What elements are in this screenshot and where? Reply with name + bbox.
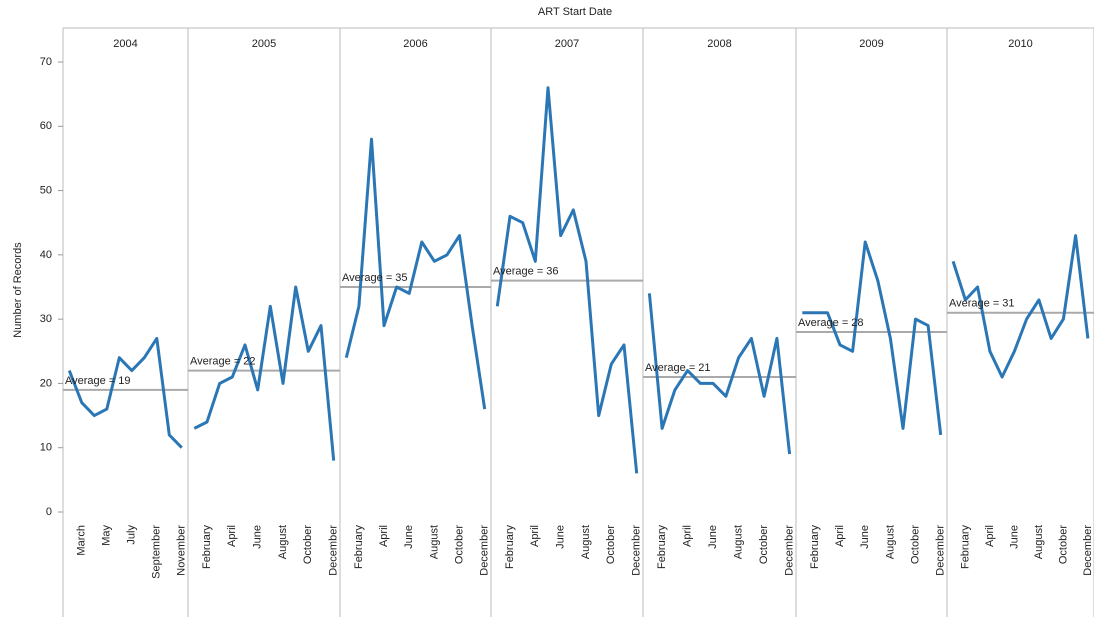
average-label: Average = 19: [65, 375, 131, 387]
x-tick-label: June: [252, 525, 264, 549]
x-tick-label: October: [909, 525, 921, 564]
x-tick-label: February: [504, 525, 516, 570]
x-tick-label: November: [176, 525, 188, 576]
x-tick-label: August: [884, 525, 896, 559]
panel-title: 2009: [859, 38, 883, 50]
x-tick-label: April: [984, 525, 996, 547]
x-tick-label: February: [201, 525, 213, 570]
x-tick-label: December: [631, 525, 643, 576]
y-tick-label: 0: [46, 506, 52, 518]
x-tick-label: October: [302, 525, 314, 564]
x-tick-label: December: [1082, 525, 1094, 576]
average-label: Average = 35: [342, 272, 408, 284]
x-tick-label: August: [733, 525, 745, 559]
panel-title: 2008: [707, 38, 731, 50]
x-tick-label: October: [1057, 525, 1069, 564]
data-line: [344, 137, 487, 410]
x-tick-label: February: [959, 525, 971, 570]
x-tick-label: October: [453, 525, 465, 564]
x-tick-label: June: [403, 525, 415, 549]
x-tick-label: August: [428, 525, 440, 559]
panel-title: 2006: [403, 38, 427, 50]
x-tick-label: February: [656, 525, 668, 570]
chart-title: ART Start Date: [538, 6, 612, 18]
x-tick-label: May: [101, 525, 113, 546]
y-tick-label: 10: [40, 442, 52, 454]
x-tick-label: October: [758, 525, 770, 564]
average-label: Average = 28: [798, 317, 864, 329]
y-tick-label: 40: [40, 249, 52, 261]
data-line: [67, 336, 183, 449]
y-axis-label: Number of Records: [12, 242, 24, 338]
x-tick-label: October: [605, 525, 617, 564]
x-tick-label: April: [378, 525, 390, 547]
x-tick-label: April: [226, 525, 238, 547]
average-label: Average = 36: [493, 265, 559, 277]
average-label: Average = 31: [949, 298, 1015, 310]
x-tick-label: April: [834, 525, 846, 547]
x-tick-label: December: [935, 525, 947, 576]
x-tick-label: April: [529, 525, 541, 547]
x-tick-label: August: [1033, 525, 1045, 559]
panel-title: 2005: [252, 38, 276, 50]
panel-title: 2007: [555, 38, 579, 50]
average-label: Average = 21: [645, 362, 711, 374]
x-tick-label: July: [126, 525, 138, 545]
data-line: [802, 240, 943, 436]
x-tick-label: February: [809, 525, 821, 570]
x-tick-label: June: [555, 525, 567, 549]
data-line: [193, 285, 336, 461]
y-tick-label: 60: [40, 120, 52, 132]
x-tick-label: February: [353, 525, 365, 570]
x-tick-label: December: [479, 525, 491, 576]
y-tick-label: 20: [40, 377, 52, 389]
data-line: [951, 234, 1090, 379]
panel-title: 2004: [113, 38, 137, 50]
data-line: [495, 86, 639, 474]
x-tick-label: August: [277, 525, 289, 559]
y-tick-label: 50: [40, 184, 52, 196]
x-tick-label: June: [859, 525, 871, 549]
average-label: Average = 22: [190, 355, 256, 367]
y-tick-label: 70: [40, 56, 52, 68]
x-tick-label: March: [76, 525, 88, 556]
x-tick-label: June: [707, 525, 719, 549]
x-tick-label: December: [784, 525, 796, 576]
y-tick-label: 30: [40, 313, 52, 325]
data-line: [647, 293, 792, 455]
x-tick-label: August: [580, 525, 592, 559]
x-tick-label: September: [151, 525, 163, 579]
x-tick-label: June: [1008, 525, 1020, 549]
x-tick-label: April: [682, 525, 694, 547]
x-tick-label: December: [328, 525, 340, 576]
panel-title: 2010: [1008, 38, 1032, 50]
